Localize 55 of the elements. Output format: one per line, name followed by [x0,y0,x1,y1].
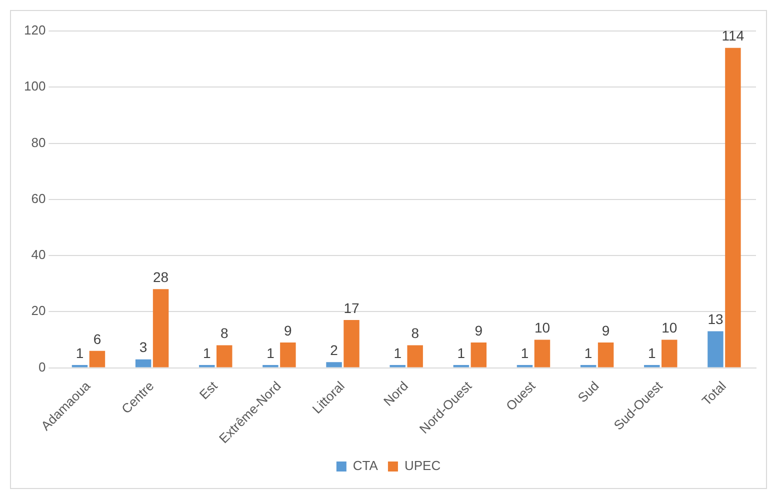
legend-label: UPEC [404,458,441,474]
x-tick-label: Sud [574,378,602,406]
bar [644,364,660,368]
bar [199,364,215,368]
data-label: 1 [520,344,529,361]
data-label: 3 [139,339,148,356]
data-label: 28 [153,269,169,286]
data-label: 1 [266,344,275,361]
data-label: 10 [534,320,550,336]
bar [516,364,533,368]
bar [135,359,152,368]
data-label: 17 [344,300,360,316]
bar [534,340,550,368]
bar [598,342,614,368]
bar [662,340,678,368]
bar [390,364,406,368]
y-tick-label: 40 [31,247,46,262]
data-label: 9 [474,322,483,338]
data-label: 9 [602,322,610,338]
bar [152,289,169,368]
y-tick-label: 100 [24,78,46,94]
data-label: 13 [708,311,724,328]
bar [580,364,596,368]
bar [453,364,470,368]
data-label: 1 [457,344,466,361]
data-label: 9 [284,322,292,338]
data-label: 1 [394,344,402,361]
bar [708,331,724,368]
data-label: 1 [648,344,656,361]
y-tick-label: 120 [24,22,46,38]
bar [344,320,360,368]
bar [280,342,296,368]
bar [216,345,232,368]
bar [72,364,88,368]
bar [407,345,423,368]
data-label: 8 [220,325,228,342]
bar [725,48,741,368]
y-tick-label: 60 [31,190,46,206]
y-tick-label: 0 [38,359,46,374]
legend-label: CTA [352,458,378,474]
x-tick-label: Est [196,378,221,402]
bar [470,342,487,368]
data-label: 8 [411,325,420,342]
data-label: 2 [330,342,338,358]
data-label: 114 [722,28,744,44]
bar [89,350,106,368]
data-label: 10 [662,320,678,336]
data-label: 1 [202,344,211,361]
y-tick-label: 80 [31,134,46,150]
y-tick-label: 20 [31,303,46,318]
bar [262,364,278,368]
data-label: 1 [76,344,84,361]
data-label: 6 [93,330,102,347]
bar [326,362,342,368]
data-label: 1 [584,344,592,361]
